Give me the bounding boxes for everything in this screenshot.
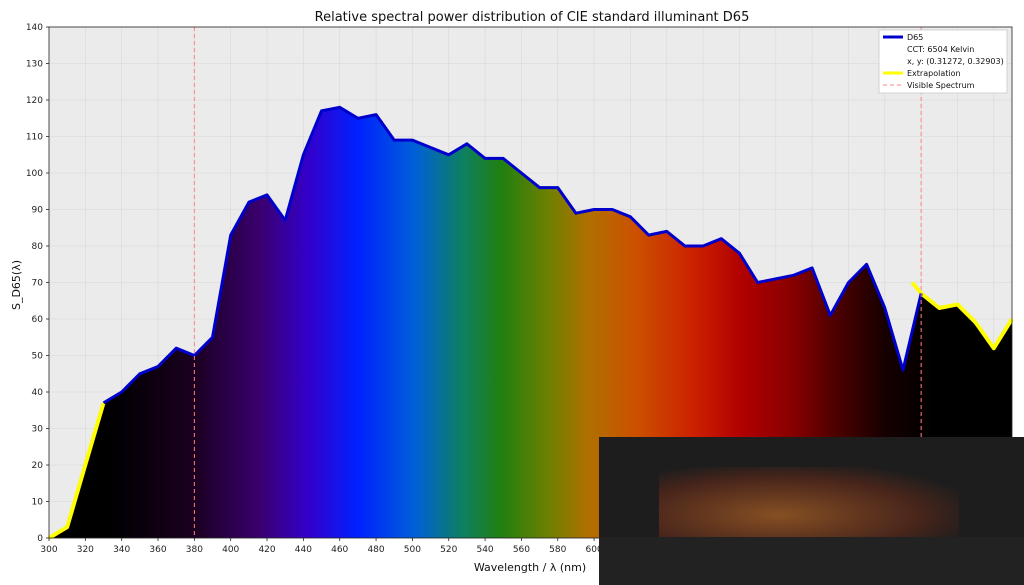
legend-xy: x, y: (0.31272, 0.32903) (907, 57, 1004, 66)
legend: D65 CCT: 6504 Kelvin x, y: (0.31272, 0.3… (878, 29, 1008, 94)
y-tick-label: 80 (32, 242, 44, 252)
legend-d65: D65 (907, 33, 923, 42)
y-tick-label: 110 (26, 133, 43, 143)
y-tick-label: 30 (32, 425, 44, 435)
legend-cct: CCT: 6504 Kelvin (907, 45, 974, 54)
spectrum-area (49, 107, 1012, 539)
x-tick-label: 540 (476, 545, 493, 555)
y-tick-label: 140 (26, 23, 43, 33)
x-tick-label: 440 (295, 545, 312, 555)
y-tick-label: 100 (26, 169, 43, 179)
y-tick-label: 130 (26, 60, 43, 70)
y-axis-label: S_D65(λ) (10, 260, 23, 310)
chart-title: Relative spectral power distribution of … (315, 10, 750, 25)
x-tick-label: 300 (40, 545, 57, 555)
x-tick-label: 500 (404, 545, 421, 555)
legend-box (878, 29, 1008, 94)
x-tick-label: 520 (440, 545, 457, 555)
x-tick-label: 460 (331, 545, 348, 555)
y-tick-label: 20 (32, 461, 44, 471)
x-tick-label: 600 (586, 545, 603, 555)
x-tick-label: 340 (113, 545, 130, 555)
y-tick-label: 0 (37, 534, 43, 544)
x-tick-label: 360 (149, 545, 166, 555)
x-tick-label: 380 (186, 545, 203, 555)
overlay-glow (659, 467, 959, 547)
y-tick-label: 10 (32, 498, 44, 508)
y-tick-label: 50 (32, 352, 44, 362)
d65-line (102, 105, 923, 405)
x-tick-label: 480 (367, 545, 384, 555)
y-tick-label: 90 (32, 206, 44, 216)
x-axis-ticks: 300 320 340 360 380 400 420 440 460 480 500 520 540 5… (40, 538, 603, 555)
legend-visible: Visible Spectrum (907, 81, 975, 90)
y-axis-ticks: 0 10 20 30 40 50 60 70 80 90 100 110 120 130 140 (26, 23, 49, 544)
x-tick-label: 400 (222, 545, 239, 555)
x-tick-label: 320 (77, 545, 94, 555)
y-tick-label: 70 (32, 279, 44, 289)
x-tick-label: 420 (258, 545, 275, 555)
overlay-panel (599, 437, 1024, 585)
y-tick-label: 120 (26, 96, 43, 106)
y-tick-label: 40 (32, 388, 44, 398)
y-tick-label: 60 (32, 315, 44, 325)
x-axis-label: Wavelength / λ (nm) (474, 561, 586, 574)
legend-extrapolation: Extrapolation (907, 69, 961, 78)
x-tick-label: 580 (549, 545, 566, 555)
overlay-bottom (599, 537, 1024, 585)
x-tick-label: 560 (513, 545, 530, 555)
